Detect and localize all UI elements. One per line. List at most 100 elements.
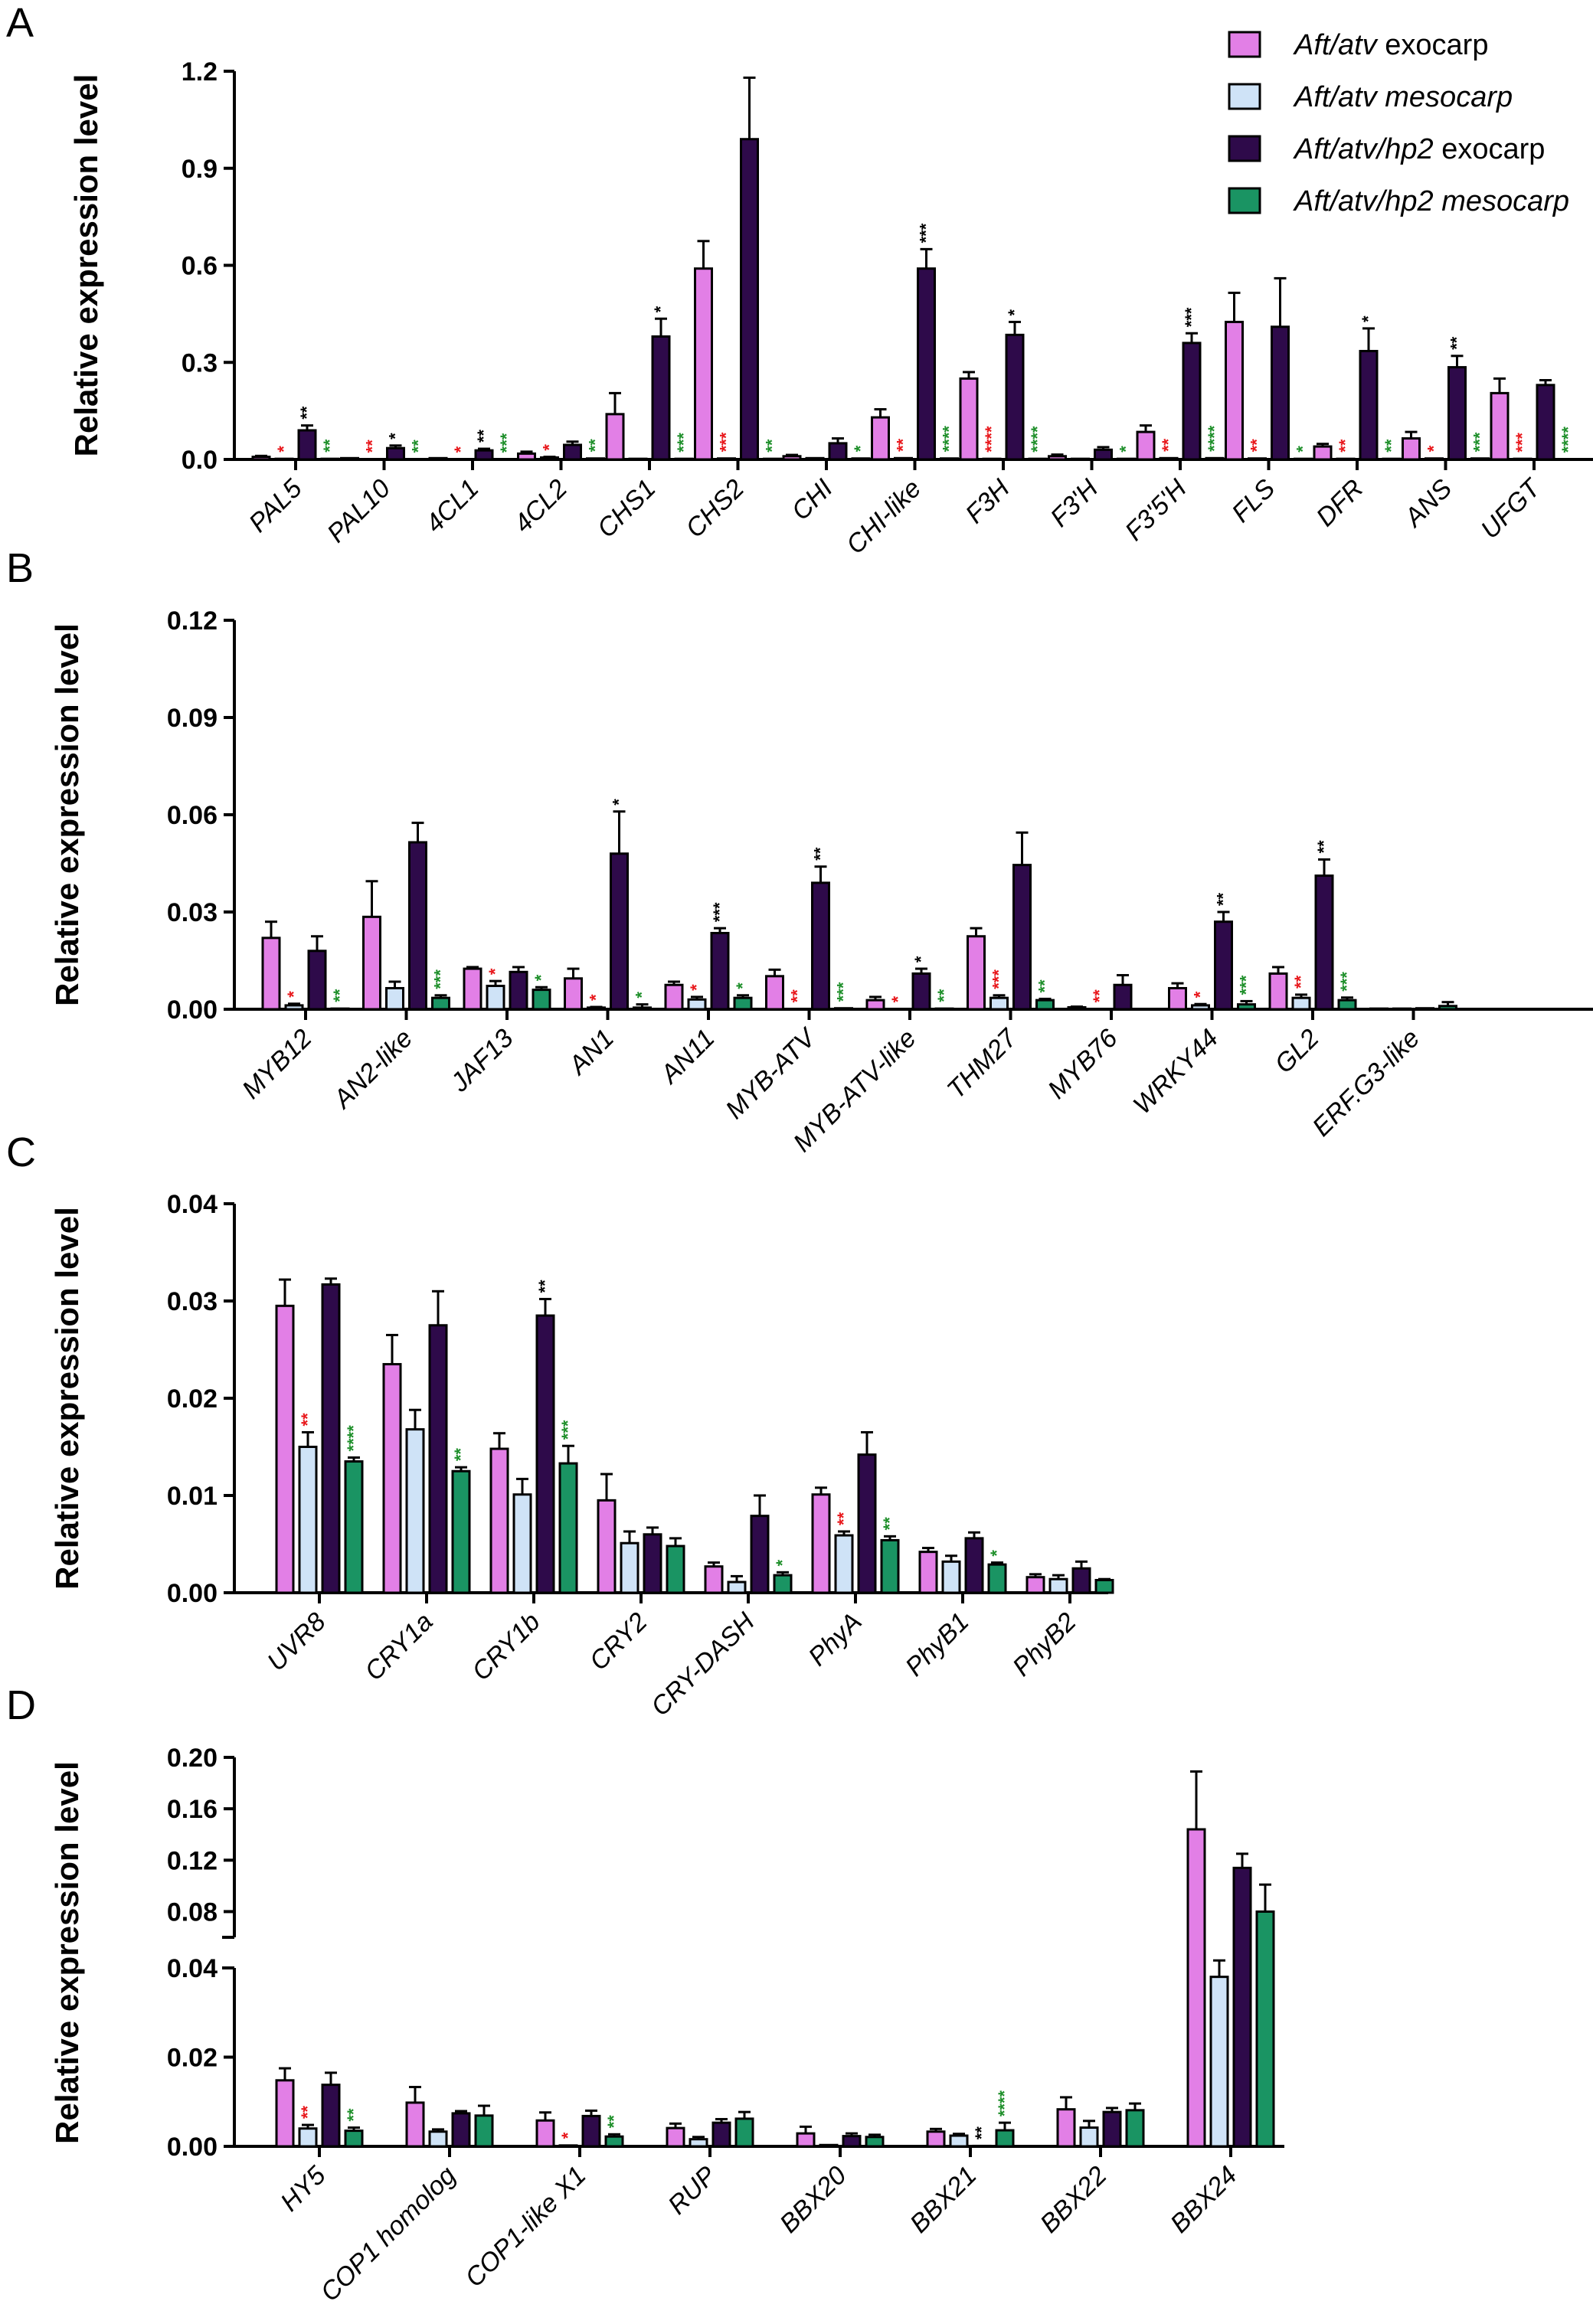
bar [1214,920,1233,1011]
bar [1415,1007,1434,1011]
x-tick-label: CRY2 [584,1607,653,1676]
bar [509,970,528,1011]
legend-swatch [1228,135,1261,162]
x-tick-label: BBX21 [904,2161,983,2239]
legend-label: Aft/atv/hp2 mesocarp [1293,185,1569,217]
bar [463,967,482,1011]
x-tick-label: PhyB1 [900,1607,975,1682]
bar [1094,1578,1114,1594]
significance-mark: * [540,444,559,451]
significance-mark: *** [710,902,729,922]
significance-mark: ** [894,438,913,452]
bar [1447,366,1467,461]
bar [1102,2110,1122,2148]
significance-mark: * [633,992,652,999]
bar [362,915,381,1011]
bar [1012,864,1032,1011]
significance-mark: * [1425,445,1444,452]
bar [581,2114,601,2148]
significance-mark: *** [989,969,1009,989]
significance-mark: ** [297,406,316,420]
significance-mark: ** [880,1517,899,1531]
bar [321,2084,341,2148]
bar [386,446,405,461]
y-tick-label: 0.20 [167,1744,218,1773]
bar [1005,333,1025,461]
bar [1136,430,1156,461]
bar [666,2126,685,2148]
significance-mark: ** [1214,892,1233,906]
bar [1125,2109,1145,2148]
x-tick-label: 4CL1 [420,474,484,538]
significance-mark: ** [535,1280,554,1293]
x-tick-label: COP1-like X1 [460,2161,592,2293]
bar [842,2135,862,2148]
y-tick-label: 0.03 [167,1287,218,1316]
legend-label: Aft/atv exocarp [1293,29,1488,61]
significance-mark: ** [363,440,382,453]
bar [1392,1007,1411,1011]
bar [894,456,913,461]
bar [385,986,404,1011]
significance-mark: ** [834,1512,853,1525]
y-tick-label: 0.01 [167,1482,218,1511]
bar [773,1574,793,1594]
bar [382,1363,402,1594]
x-tick-label: CRY1a [359,1607,438,1686]
x-tick-label: PhyA [803,1607,867,1672]
bar [964,1537,984,1594]
bar [918,1551,938,1594]
panel-letter-b: B [6,545,34,591]
significance-mark: * [1359,315,1378,322]
x-tick-label: THM27 [941,1023,1022,1104]
bar [1559,458,1578,461]
bar [1313,445,1333,461]
bar [926,2130,946,2148]
significance-mark: **** [1205,425,1224,452]
x-tick-label: F3'H [1045,473,1104,532]
significance-mark: ** [1035,979,1055,993]
legend-item: Aft/atv mesocarp [1228,81,1513,113]
x-tick-label: AN2-like [327,1024,418,1115]
bar [1159,456,1179,461]
bar [1337,999,1357,1011]
x-tick-label: BBX22 [1035,2161,1113,2239]
bar [911,972,931,1011]
bar [261,936,281,1011]
significance-mark: *** [674,433,693,453]
bar [451,458,471,461]
significance-mark: ** [811,847,830,861]
y-axis-label: Relative expression level [49,623,85,1006]
y-tick-label: 0.6 [182,252,218,281]
bar [1209,1976,1229,2148]
significance-mark: ** [474,429,493,443]
significance-mark: ** [1314,840,1333,854]
significance-mark: *** [717,432,736,452]
significance-mark: * [1005,309,1024,315]
bar [941,1560,961,1594]
significance-mark: * [451,446,470,453]
bar [664,983,684,1011]
bar [888,1008,908,1011]
bar [409,458,428,461]
bar [750,1515,770,1594]
x-tick-label: AN1 [562,1024,620,1081]
bar [733,996,753,1011]
bar [284,1004,304,1011]
legend-item: Aft/atv exocarp [1228,29,1488,61]
bar [1237,1003,1256,1011]
bar [727,1580,747,1594]
y-tick-label: 0.08 [167,1897,218,1927]
x-tick-label: JAF13 [445,1024,519,1098]
significance-mark: * [888,995,908,1002]
bar [1291,996,1311,1011]
y-tick-label: 0.00 [167,995,218,1025]
y-tick-label: 0.03 [167,898,218,927]
bar [1094,448,1113,461]
significance-mark: * [651,306,670,312]
significance-mark: **** [1559,427,1578,453]
x-tick-label: PAL5 [244,474,308,538]
significance-mark: *** [1337,972,1356,992]
bar [405,2101,425,2148]
